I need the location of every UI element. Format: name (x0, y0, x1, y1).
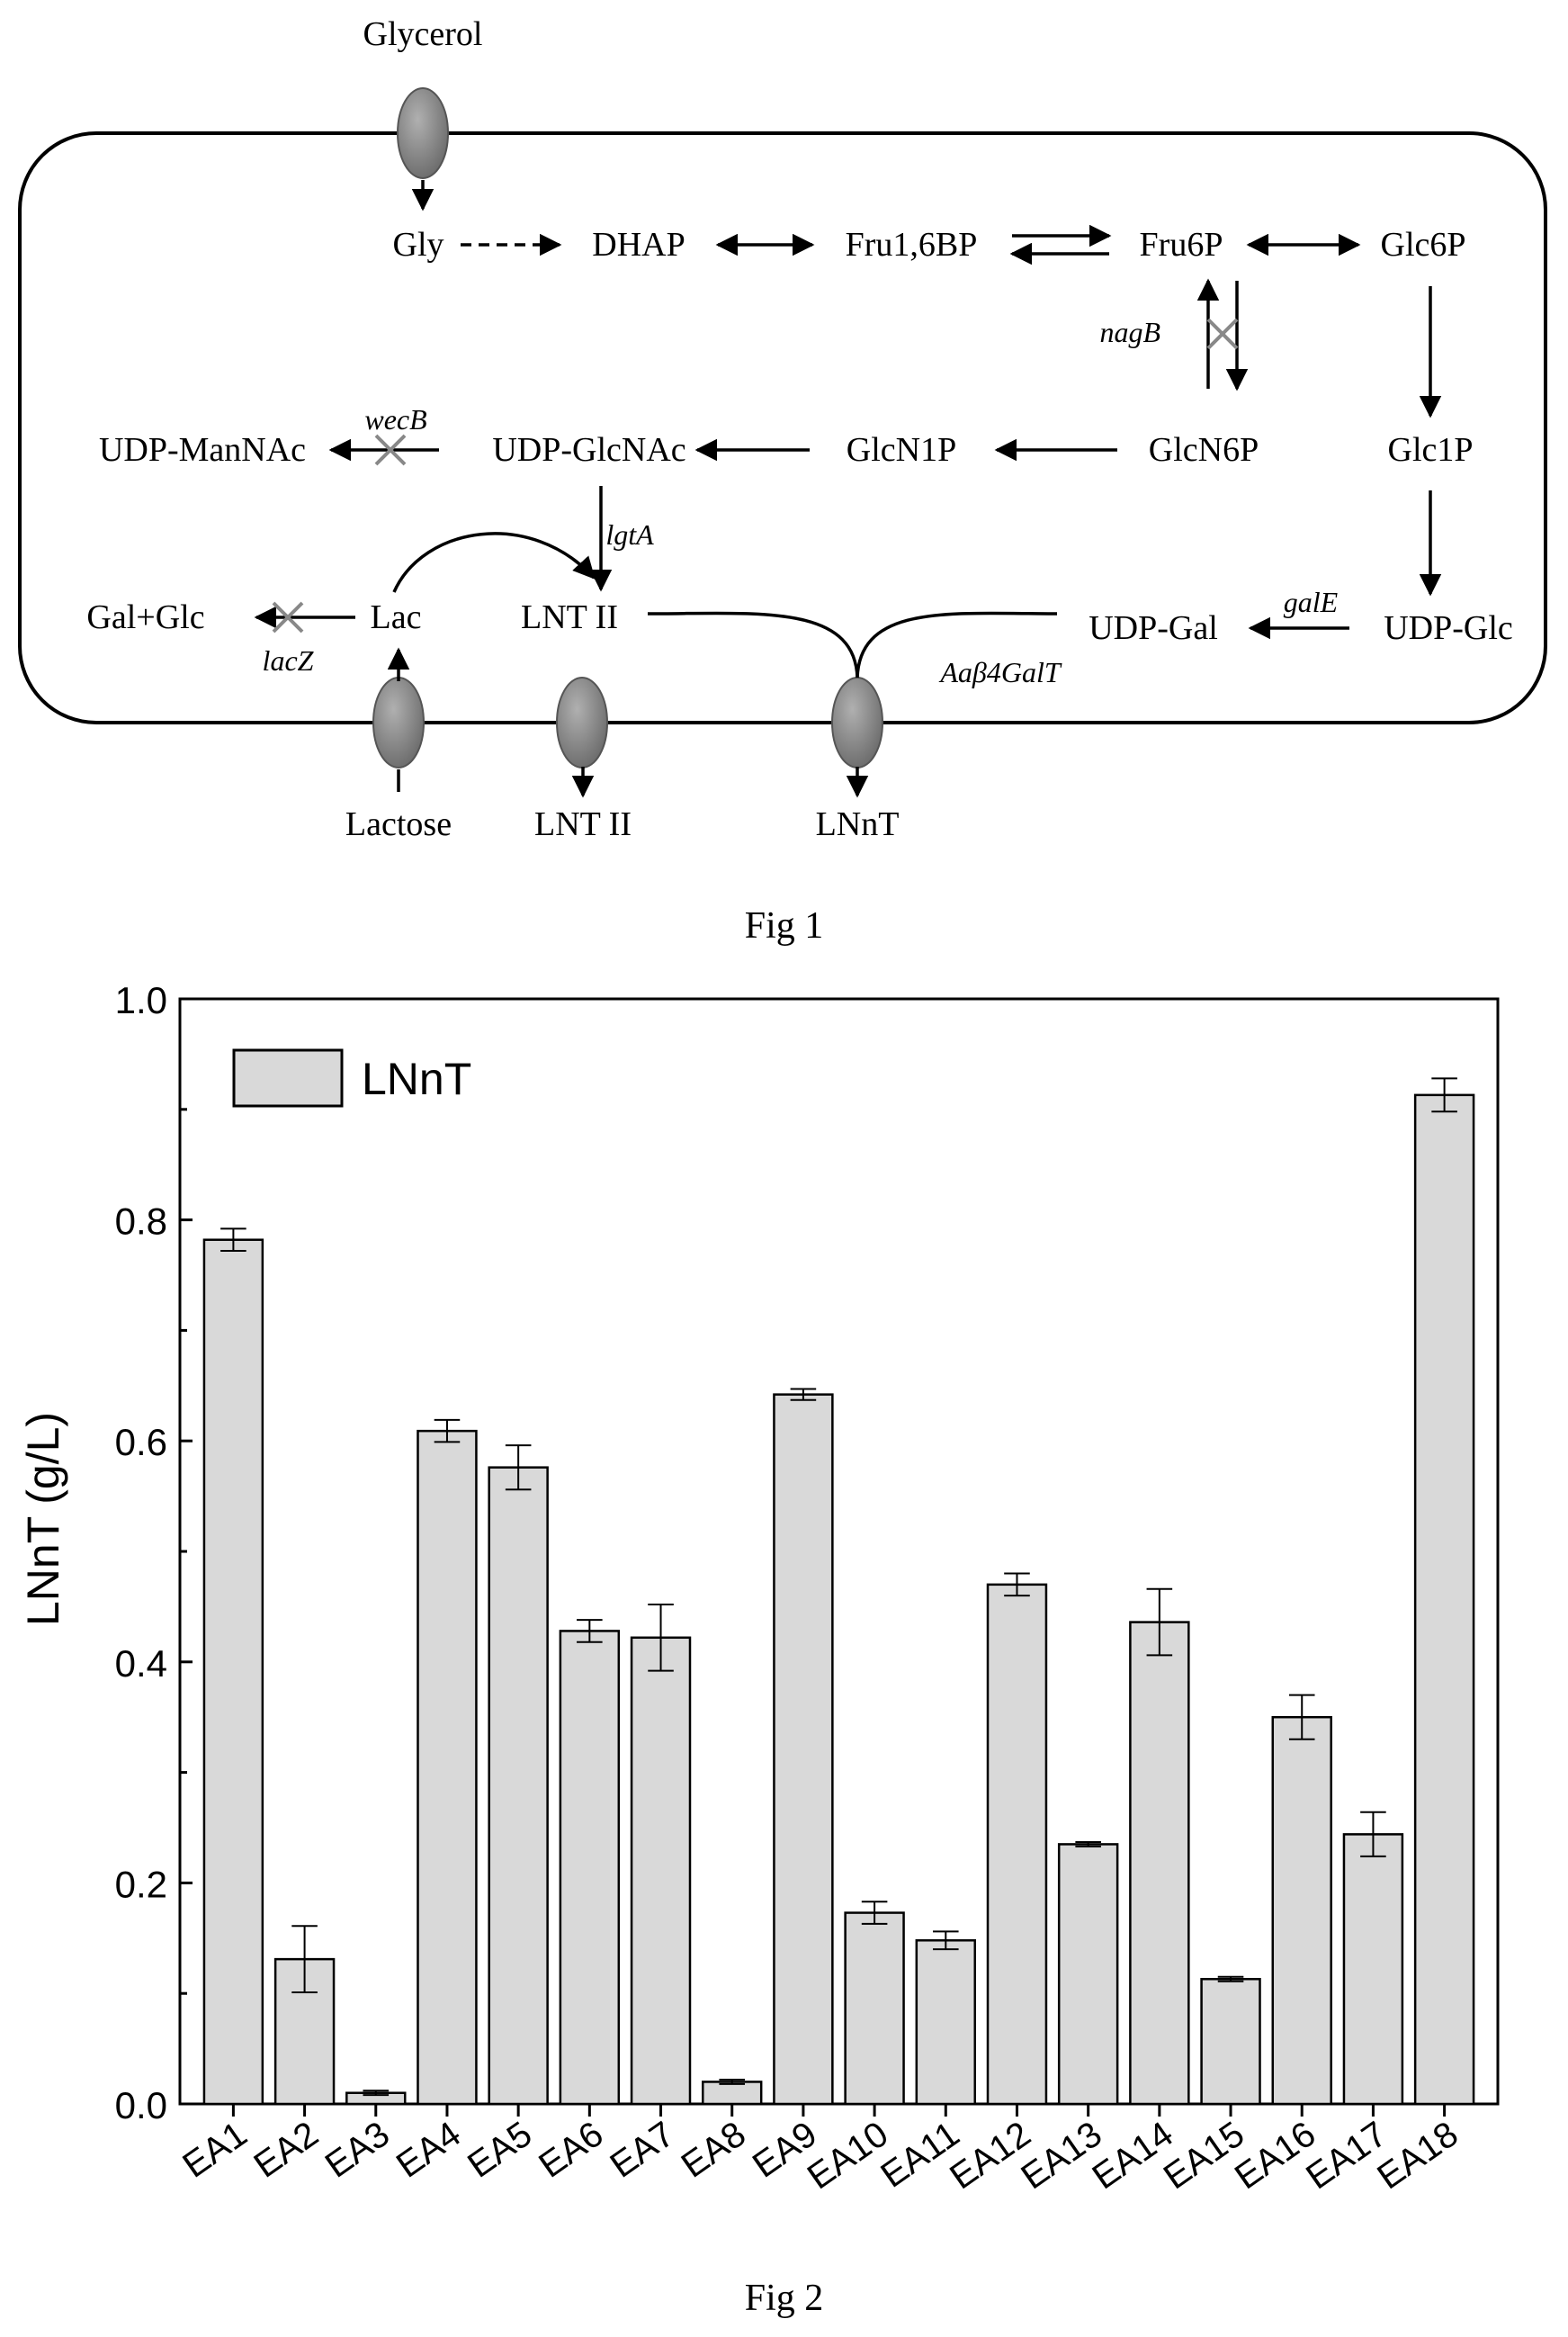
bar-ea4 (417, 1429, 478, 2106)
label-fru6p: Fru6P (1140, 226, 1223, 264)
knockout-lacz-icon (272, 601, 304, 634)
gene-lacz: lacZ (263, 644, 315, 677)
label-lnt2-internal: LNT II (521, 598, 618, 636)
x-tick-label: EA6 (532, 2114, 610, 2185)
bar-ea5 (488, 1466, 549, 2106)
gene-wecb: wecB (364, 403, 426, 436)
label-gal-glc: Gal+Glc (86, 598, 204, 636)
y-tick-label: 0.0 (115, 2084, 167, 2126)
x-tick-label: EA10 (801, 2114, 895, 2197)
gene-gale: galE (1284, 586, 1339, 618)
gene-aab4galt: Aaβ4GalT (938, 656, 1062, 688)
label-udp-mannac: UDP-ManNAc (99, 431, 306, 469)
x-tick-label: EA4 (390, 2114, 468, 2185)
label-dhap: DHAP (592, 226, 685, 264)
x-tick-label: EA1 (175, 2114, 254, 2185)
x-tick-label: EA12 (943, 2114, 1037, 2197)
legend-label: LNnT (362, 1054, 471, 1104)
label-glycerol: Glycerol (363, 15, 483, 53)
y-tick-label: 0.2 (115, 1863, 167, 1905)
x-tick-label: EA2 (247, 2114, 326, 2185)
knockout-icons (272, 318, 1239, 634)
bar-ea8 (701, 2081, 763, 2106)
label-udp-glcnac: UDP-GlcNAc (492, 431, 685, 469)
bar-ea16 (1271, 1715, 1332, 2106)
label-glcn1p: GlcN1P (847, 431, 956, 469)
bar-ea10 (844, 1911, 905, 2106)
label-lactose: Lactose (345, 805, 452, 843)
bar-ea15 (1200, 1977, 1261, 2106)
y-tick-label: 0.6 (115, 1421, 167, 1463)
y-axis-label: LNnT (g/L) (18, 1412, 68, 1626)
bar-ea9 (773, 1393, 834, 2106)
bar-ea1 (202, 1238, 264, 2106)
y-tick-label: 0.4 (115, 1642, 167, 1685)
label-glc1p: Glc1P (1388, 431, 1474, 469)
gene-lgta: lgtA (605, 518, 654, 551)
y-tick-label: 1.0 (115, 979, 167, 1021)
label-glc6p: Glc6P (1381, 226, 1466, 264)
arrow-lac-to-lnt2 (392, 532, 596, 593)
curve-lnt2-to-lnnt (647, 611, 859, 679)
knockout-nagb-icon (1206, 318, 1239, 350)
x-axis: EA1EA2EA3EA4EA5EA6EA7EA8EA9EA10EA11EA12E… (175, 2104, 1465, 2198)
bar-ea11 (915, 1939, 977, 2106)
label-fru16bp: Fru1,6BP (846, 226, 978, 264)
bars (202, 1077, 1475, 2106)
y-axis: 0.0 0.2 0.4 0.6 0.8 1.0 (115, 979, 193, 2126)
x-tick-label: EA17 (1299, 2114, 1393, 2197)
fig2-caption: Fig 2 (744, 2278, 824, 2319)
bar-ea12 (986, 1583, 1048, 2106)
legend: LNnT (232, 1048, 471, 1108)
label-udp-glc: UDP-Glc (1384, 609, 1513, 647)
x-tick-label: EA16 (1228, 2114, 1322, 2197)
knockout-wecb-icon (374, 434, 407, 466)
label-udp-gal: UDP-Gal (1089, 609, 1218, 647)
lactose-transporter (372, 677, 425, 769)
cell-membrane (18, 131, 1547, 724)
legend-swatch (232, 1048, 344, 1108)
curve-udpgal-to-lnnt (856, 611, 1058, 679)
x-tick-label: EA3 (318, 2114, 397, 2185)
x-tick-label: EA14 (1086, 2114, 1180, 2197)
label-glcn6p: GlcN6P (1149, 431, 1259, 469)
bar-ea13 (1057, 1843, 1119, 2106)
fig1-caption: Fig 1 (744, 905, 824, 947)
x-tick-label: EA15 (1157, 2114, 1251, 2197)
glycerol-transporter (397, 87, 449, 179)
bar-ea17 (1342, 1833, 1404, 2106)
bar-ea18 (1413, 1093, 1475, 2106)
label-lnnt-secreted: LNnT (816, 805, 900, 843)
pathway-diagram: Glycerol Gly DHAP Fru1,6BP Fru6P Glc6P U… (18, 15, 1547, 843)
bar-ea14 (1129, 1621, 1190, 2106)
label-gly: Gly (393, 226, 444, 264)
x-tick-label: EA7 (604, 2114, 682, 2185)
x-tick-label: EA13 (1014, 2114, 1108, 2197)
lnt2-transporter (556, 677, 608, 769)
x-tick-label: EA11 (874, 2114, 966, 2195)
x-tick-label: EA8 (675, 2114, 753, 2185)
bar-ea7 (630, 1636, 692, 2106)
lnnt-transporter (831, 677, 883, 769)
lnnt-bar-chart: 0.0 0.2 0.4 0.6 0.8 1.0 EA1EA2EA3EA4EA5EA6EA7… (18, 979, 1500, 2198)
y-tick-label: 0.8 (115, 1200, 167, 1243)
x-tick-label: EA18 (1370, 2114, 1465, 2197)
label-lac: Lac (371, 598, 422, 636)
bar-ea6 (559, 1630, 621, 2106)
x-tick-label: EA5 (461, 2114, 539, 2185)
gene-nagb: nagB (1099, 316, 1160, 348)
label-lnt2-secreted: LNT II (534, 805, 632, 843)
